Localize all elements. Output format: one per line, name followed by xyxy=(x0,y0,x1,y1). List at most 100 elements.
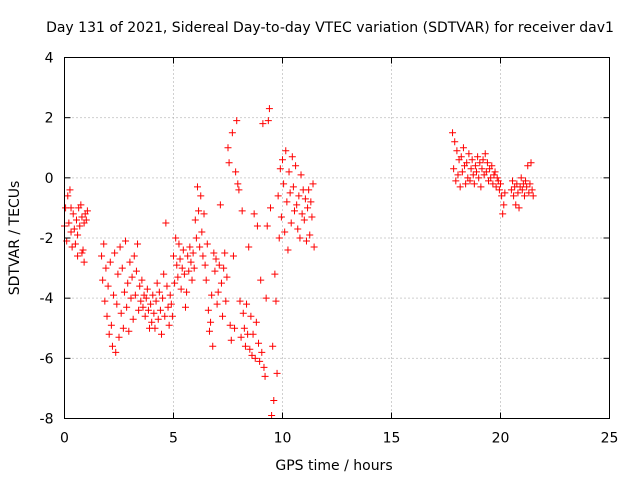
data-point xyxy=(225,159,233,167)
data-point xyxy=(449,129,457,137)
data-point xyxy=(309,180,317,188)
data-point xyxy=(102,264,110,272)
data-point xyxy=(493,174,501,182)
data-point xyxy=(495,186,503,194)
data-point xyxy=(281,228,289,236)
data-point xyxy=(110,291,118,299)
data-point xyxy=(236,297,244,305)
data-point xyxy=(228,129,236,137)
data-point xyxy=(162,219,170,227)
data-point xyxy=(227,336,235,344)
data-point xyxy=(161,312,169,320)
data-point xyxy=(122,237,130,245)
data-point xyxy=(304,204,312,212)
data-point xyxy=(246,345,254,353)
data-point xyxy=(147,300,155,308)
data-point xyxy=(213,300,221,308)
data-point xyxy=(507,186,515,194)
data-point xyxy=(465,150,473,158)
data-point xyxy=(166,291,174,299)
data-point xyxy=(117,309,125,317)
data-point xyxy=(141,312,149,320)
data-point xyxy=(126,258,134,266)
data-point xyxy=(188,276,196,284)
data-point xyxy=(123,303,131,311)
data-point xyxy=(74,231,82,239)
data-point xyxy=(526,180,534,188)
data-point xyxy=(297,171,305,179)
data-point xyxy=(138,276,146,284)
data-point xyxy=(306,231,314,239)
data-point xyxy=(197,192,205,200)
data-point xyxy=(156,306,164,314)
data-point xyxy=(488,162,496,170)
y-axis-title: SDTVAR / TECUs xyxy=(7,181,23,296)
data-point xyxy=(82,216,90,224)
data-point xyxy=(150,309,158,317)
data-point xyxy=(477,183,485,191)
data-point xyxy=(469,171,477,179)
data-point xyxy=(282,147,290,155)
y-tick-label: -6 xyxy=(40,351,54,367)
data-point xyxy=(214,288,222,296)
data-point xyxy=(451,138,459,146)
data-point xyxy=(120,288,128,296)
data-point xyxy=(308,213,316,221)
data-point xyxy=(234,180,242,188)
data-point xyxy=(221,249,229,257)
data-point xyxy=(199,252,207,260)
data-point xyxy=(235,186,243,194)
data-point xyxy=(168,312,176,320)
data-point xyxy=(515,204,523,212)
data-point xyxy=(129,315,137,323)
data-point xyxy=(283,198,291,206)
data-point xyxy=(219,312,227,320)
data-point xyxy=(280,180,288,188)
data-point xyxy=(240,324,248,332)
data-point xyxy=(149,291,157,299)
data-point xyxy=(233,117,241,125)
data-point xyxy=(200,210,208,218)
data-point xyxy=(298,210,306,218)
data-point xyxy=(271,270,279,278)
data-point xyxy=(463,159,471,167)
data-point xyxy=(527,159,535,167)
data-point xyxy=(113,300,121,308)
data-point xyxy=(67,228,75,236)
data-point xyxy=(191,216,199,224)
data-point xyxy=(224,144,232,152)
data-point xyxy=(258,348,266,356)
data-point xyxy=(103,312,111,320)
data-point xyxy=(491,168,499,176)
x-tick-label: 0 xyxy=(60,431,69,447)
data-point xyxy=(67,204,75,212)
data-point xyxy=(481,150,489,158)
x-tick-label: 5 xyxy=(169,431,178,447)
data-point xyxy=(77,201,85,209)
data-point xyxy=(173,261,181,269)
data-point xyxy=(528,186,536,194)
data-point xyxy=(226,321,234,329)
data-point xyxy=(253,222,261,230)
data-point xyxy=(305,186,313,194)
data-point xyxy=(454,171,462,179)
data-point xyxy=(513,180,521,188)
data-point xyxy=(249,330,257,338)
data-point xyxy=(256,357,264,365)
data-point xyxy=(264,117,272,125)
data-point xyxy=(498,192,506,200)
data-point xyxy=(154,315,162,323)
data-point xyxy=(276,165,284,173)
data-point xyxy=(268,411,276,419)
data-point xyxy=(237,333,245,341)
data-point xyxy=(289,183,297,191)
data-point xyxy=(508,177,516,185)
data-point xyxy=(456,183,464,191)
data-point xyxy=(490,171,498,179)
data-point xyxy=(250,210,258,218)
data-point xyxy=(71,240,79,248)
data-point xyxy=(104,282,112,290)
data-point xyxy=(267,204,275,212)
data-point xyxy=(263,222,271,230)
